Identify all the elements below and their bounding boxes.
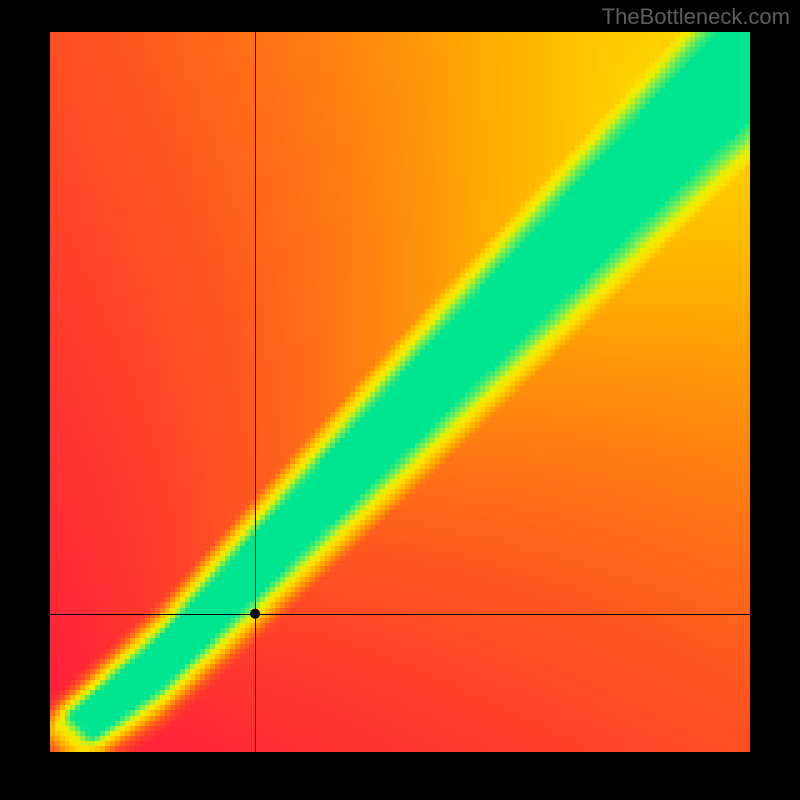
- heatmap-canvas: [50, 32, 750, 752]
- plot-area: [50, 32, 750, 752]
- watermark-text: TheBottleneck.com: [602, 4, 790, 30]
- chart-root: TheBottleneck.com: [0, 0, 800, 800]
